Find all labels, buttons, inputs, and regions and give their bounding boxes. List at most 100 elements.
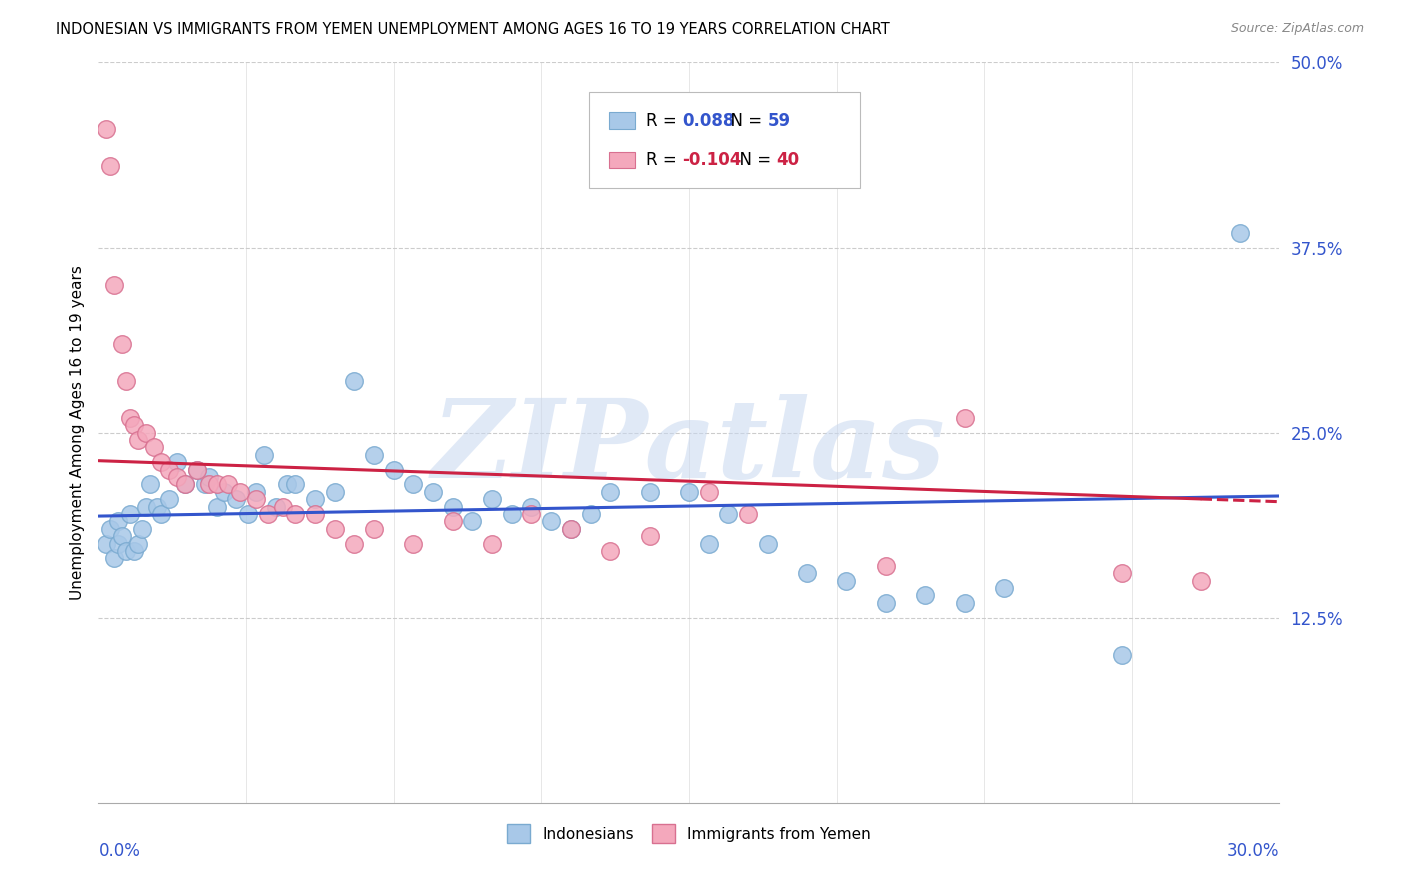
Point (225, 492, 247, 507)
Point (194, 477, 217, 491)
Point (131, 522, 153, 536)
Point (146, 500, 169, 514)
Point (993, 581, 1015, 595)
Point (135, 425, 157, 440)
Point (717, 507, 740, 521)
Point (186, 462, 208, 476)
Point (205, 477, 228, 491)
Point (363, 448, 385, 462)
Point (166, 470, 188, 484)
Text: 59: 59 (768, 112, 792, 129)
Text: ZIPatlas: ZIPatlas (432, 393, 946, 501)
Text: 40: 40 (776, 151, 800, 169)
Point (1111, 566, 1133, 581)
Point (174, 477, 197, 491)
Point (142, 441, 165, 455)
Point (402, 536, 425, 550)
Point (273, 500, 295, 514)
Point (796, 566, 818, 581)
Point (875, 558, 897, 573)
Point (98, 159, 121, 173)
Point (111, 336, 134, 351)
Point (461, 515, 484, 529)
FancyBboxPatch shape (609, 112, 634, 128)
Point (135, 500, 157, 514)
Point (96, 122, 118, 136)
Text: INDONESIAN VS IMMIGRANTS FROM YEMEN UNEMPLOYMENT AMONG AGES 16 TO 19 YEARS CORRE: INDONESIAN VS IMMIGRANTS FROM YEMEN UNEM… (56, 22, 890, 37)
Point (520, 500, 543, 514)
Point (118, 410, 141, 425)
Point (157, 462, 180, 476)
Point (115, 544, 138, 558)
Point (343, 374, 366, 388)
Point (697, 484, 720, 499)
Text: N =: N = (720, 112, 768, 129)
Point (953, 410, 976, 425)
Point (284, 507, 307, 521)
Text: N =: N = (730, 151, 776, 169)
Point (835, 574, 858, 588)
Y-axis label: Unemployment Among Ages 16 to 19 years: Unemployment Among Ages 16 to 19 years (69, 265, 84, 600)
Text: R =: R = (647, 112, 682, 129)
Point (197, 477, 219, 491)
Point (174, 477, 197, 491)
Point (107, 536, 129, 550)
Point (103, 551, 125, 566)
Point (150, 455, 173, 469)
Point (217, 477, 239, 491)
Point (150, 507, 173, 521)
Point (638, 529, 661, 543)
Point (111, 529, 134, 543)
Point (103, 277, 125, 292)
Point (1111, 648, 1133, 662)
Point (520, 507, 543, 521)
Point (253, 448, 276, 462)
Point (245, 484, 267, 499)
Point (481, 492, 503, 507)
Point (205, 500, 228, 514)
FancyBboxPatch shape (589, 92, 860, 188)
Point (540, 515, 562, 529)
Text: 0.088: 0.088 (682, 112, 734, 129)
Point (560, 522, 582, 536)
Point (229, 484, 252, 499)
Legend: Indonesians, Immigrants from Yemen: Indonesians, Immigrants from Yemen (499, 817, 879, 851)
Point (382, 462, 405, 476)
Point (122, 418, 145, 433)
Point (678, 484, 700, 499)
Point (638, 484, 661, 499)
Text: -0.104: -0.104 (682, 151, 741, 169)
Text: 30.0%: 30.0% (1227, 842, 1279, 860)
Point (737, 507, 759, 521)
Text: 0.0%: 0.0% (98, 842, 141, 860)
Point (697, 536, 720, 550)
Point (122, 544, 145, 558)
Point (197, 470, 219, 484)
Point (236, 507, 259, 521)
Point (107, 515, 129, 529)
Text: R =: R = (647, 151, 682, 169)
FancyBboxPatch shape (609, 152, 634, 168)
Point (98, 522, 121, 536)
Point (256, 507, 278, 521)
Point (441, 500, 464, 514)
Point (914, 589, 936, 603)
Point (157, 492, 180, 507)
Point (875, 596, 897, 610)
Text: Source: ZipAtlas.com: Source: ZipAtlas.com (1230, 22, 1364, 36)
Point (579, 507, 602, 521)
Point (304, 507, 326, 521)
Point (501, 507, 523, 521)
Point (599, 484, 621, 499)
Point (323, 522, 346, 536)
Point (422, 484, 444, 499)
Point (264, 500, 287, 514)
Point (304, 492, 326, 507)
Point (214, 484, 236, 499)
Point (323, 484, 346, 499)
Point (138, 477, 160, 491)
Point (118, 507, 141, 521)
Point (245, 492, 267, 507)
Point (127, 433, 149, 447)
Point (284, 477, 307, 491)
